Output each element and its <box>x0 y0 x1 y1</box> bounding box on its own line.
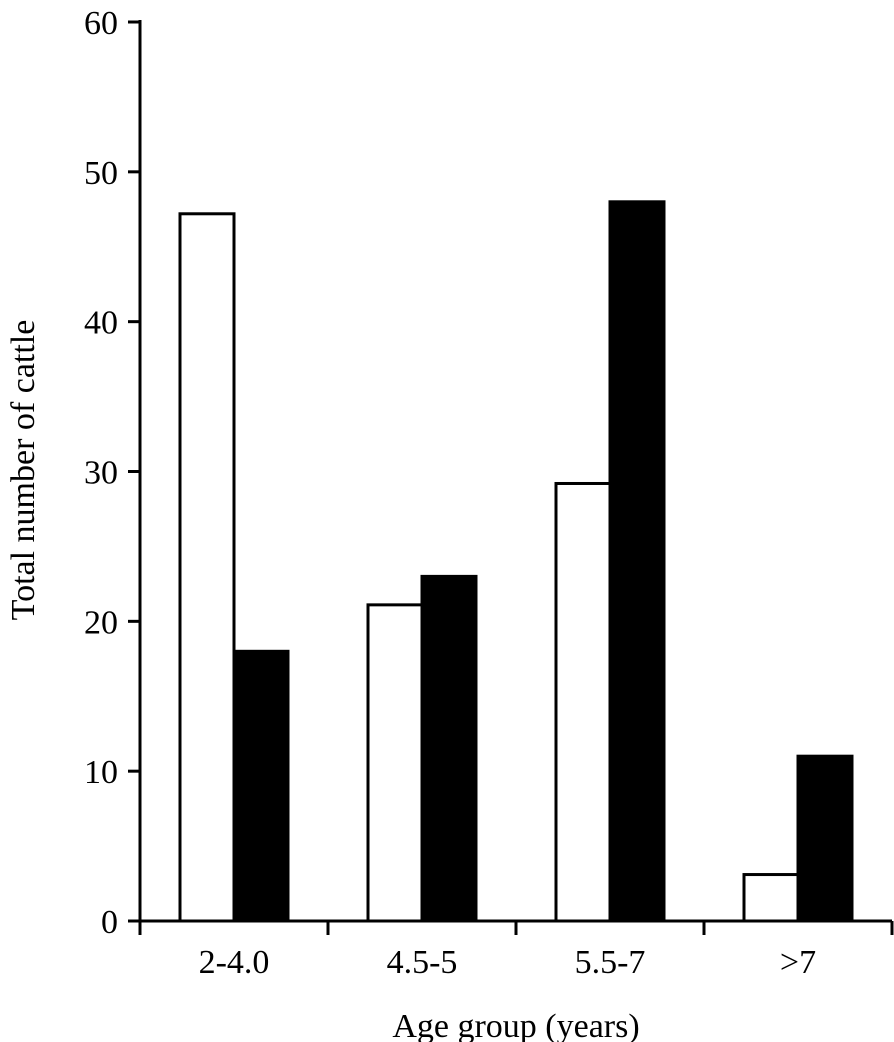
y-tick-label: 10 <box>84 754 118 791</box>
y-tick-label: 30 <box>84 455 118 492</box>
x-tick-label: 2-4.0 <box>199 944 270 981</box>
x-tick-label: 4.5-5 <box>387 944 458 981</box>
x-axis-title: Age group (years) <box>392 1008 639 1042</box>
bar-series-2-0 <box>232 649 290 923</box>
bars <box>178 200 854 923</box>
bar-series-1-2 <box>554 481 612 923</box>
x-tick-label: >7 <box>780 944 816 981</box>
bar-series-1-0 <box>178 212 236 923</box>
y-tick-label: 20 <box>84 604 118 641</box>
y-ticks: 0 10 20 30 40 50 60 <box>84 5 140 941</box>
bar-series-1-1 <box>366 603 424 923</box>
y-tick-label: 0 <box>101 904 118 941</box>
bar-series-2-2 <box>608 200 666 923</box>
y-tick-label: 60 <box>84 5 118 42</box>
bar-series-1-3 <box>742 873 800 923</box>
y-axis-title: Total number of cattle <box>5 320 42 621</box>
bar-series-2-3 <box>796 754 854 923</box>
x-ticks: 2-4.0 4.5-5 5.5-7 >7 <box>138 921 894 981</box>
y-tick-label: 40 <box>84 305 118 342</box>
y-tick-label: 50 <box>84 155 118 192</box>
bar-series-2-1 <box>420 574 478 923</box>
x-tick-label: 5.5-7 <box>575 944 646 981</box>
